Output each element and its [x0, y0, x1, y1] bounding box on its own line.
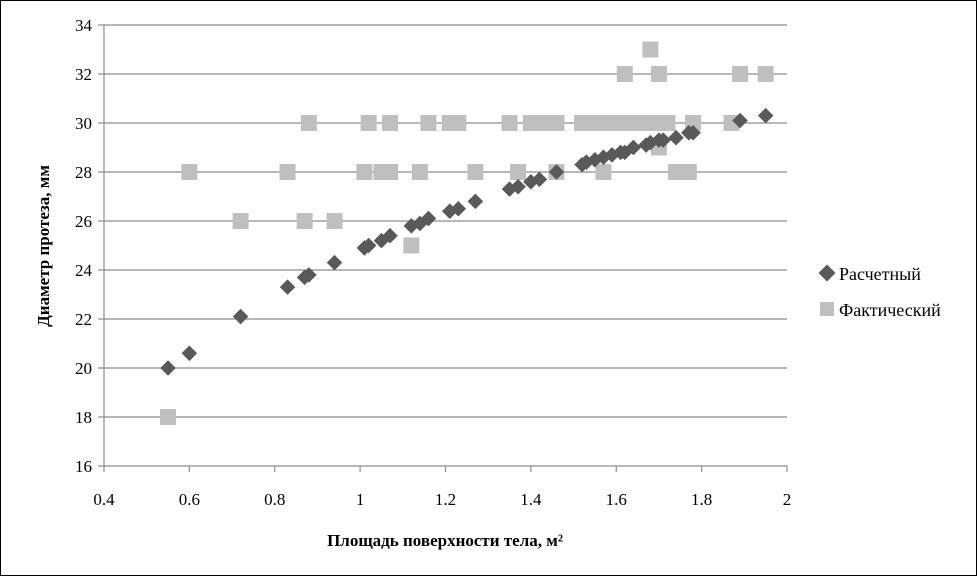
grid-lines: [104, 24, 787, 418]
calculated-point: [467, 193, 484, 210]
tick-labels: 16 18 20 22 24 26 28 30 32 34 0.4 0.6 0.8 1 1.2 1.4 1.6 1…: [75, 16, 791, 509]
calculated-point: [757, 107, 774, 124]
calculated-point: [279, 279, 296, 295]
calculated-point: [181, 345, 198, 362]
actual-point: [595, 164, 612, 180]
actual-point: [420, 115, 437, 131]
x-tick-label: 1.6: [606, 490, 627, 509]
actual-point: [510, 164, 527, 180]
calculated-point: [232, 308, 249, 325]
actual-point: [501, 115, 518, 131]
actual-point: [403, 237, 420, 254]
actual-point: [680, 164, 697, 180]
actual-point: [181, 164, 198, 180]
actual-point: [450, 115, 467, 131]
y-axis-title: Диаметр протеза, мм: [34, 165, 53, 327]
actual-point: [574, 115, 591, 131]
actual-point: [300, 115, 317, 131]
legend-item-actual: Фактический: [820, 300, 941, 320]
x-tick-label: 1.4: [520, 490, 542, 509]
x-tick-label: 0.6: [179, 490, 200, 509]
calculated-point: [326, 254, 343, 271]
actual-point: [160, 409, 177, 425]
actual-point: [467, 164, 484, 180]
y-tick-label: 18: [75, 408, 92, 427]
legend-item-calculated: Расчетный: [818, 264, 921, 284]
y-tick-label: 26: [75, 212, 92, 231]
x-tick-label: 0.4: [93, 490, 115, 509]
actual-point: [638, 115, 655, 131]
y-tick-label: 16: [75, 457, 92, 476]
legend-square-marker: [820, 302, 834, 316]
x-tick-label: 1.8: [691, 490, 712, 509]
actual-point: [650, 66, 667, 82]
actual-point: [659, 115, 676, 131]
actual-point: [356, 164, 373, 180]
legend-label-actual: Фактический: [839, 300, 941, 320]
y-tick-label: 28: [75, 163, 92, 182]
actual-point: [296, 213, 313, 229]
x-tick-label: 1.2: [435, 490, 456, 509]
y-tick-label: 20: [75, 359, 92, 378]
x-tick-label: 1: [356, 490, 365, 509]
actual-point: [382, 164, 399, 180]
y-tick-label: 24: [75, 261, 93, 280]
y-tick-label: 30: [75, 114, 92, 133]
x-tick-label: 2: [783, 490, 792, 509]
actual-point: [548, 115, 565, 131]
calculated-point: [160, 360, 176, 376]
actual-point: [279, 164, 296, 180]
actual-point: [642, 41, 659, 58]
actual-point: [326, 213, 343, 229]
legend-diamond-marker: [818, 264, 836, 282]
actual-point: [732, 66, 749, 82]
actual-point: [232, 213, 249, 229]
legend: Расчетный Фактический: [818, 264, 941, 320]
x-tick-label: 0.8: [264, 490, 285, 509]
actual-point: [411, 164, 428, 180]
actual-point: [757, 66, 774, 82]
legend-label-calculated: Расчетный: [839, 264, 921, 284]
axes: [98, 24, 788, 472]
actual-point: [668, 164, 685, 180]
actual-point: [360, 115, 377, 131]
x-axis-title: Площадь поверхности тела, м²: [327, 531, 563, 550]
calculated-point: [668, 129, 684, 146]
actual-point: [382, 115, 399, 131]
y-tick-label: 32: [75, 65, 92, 84]
y-tick-label: 22: [75, 310, 92, 329]
actual-point: [616, 66, 633, 82]
y-tick-label: 34: [75, 16, 93, 35]
